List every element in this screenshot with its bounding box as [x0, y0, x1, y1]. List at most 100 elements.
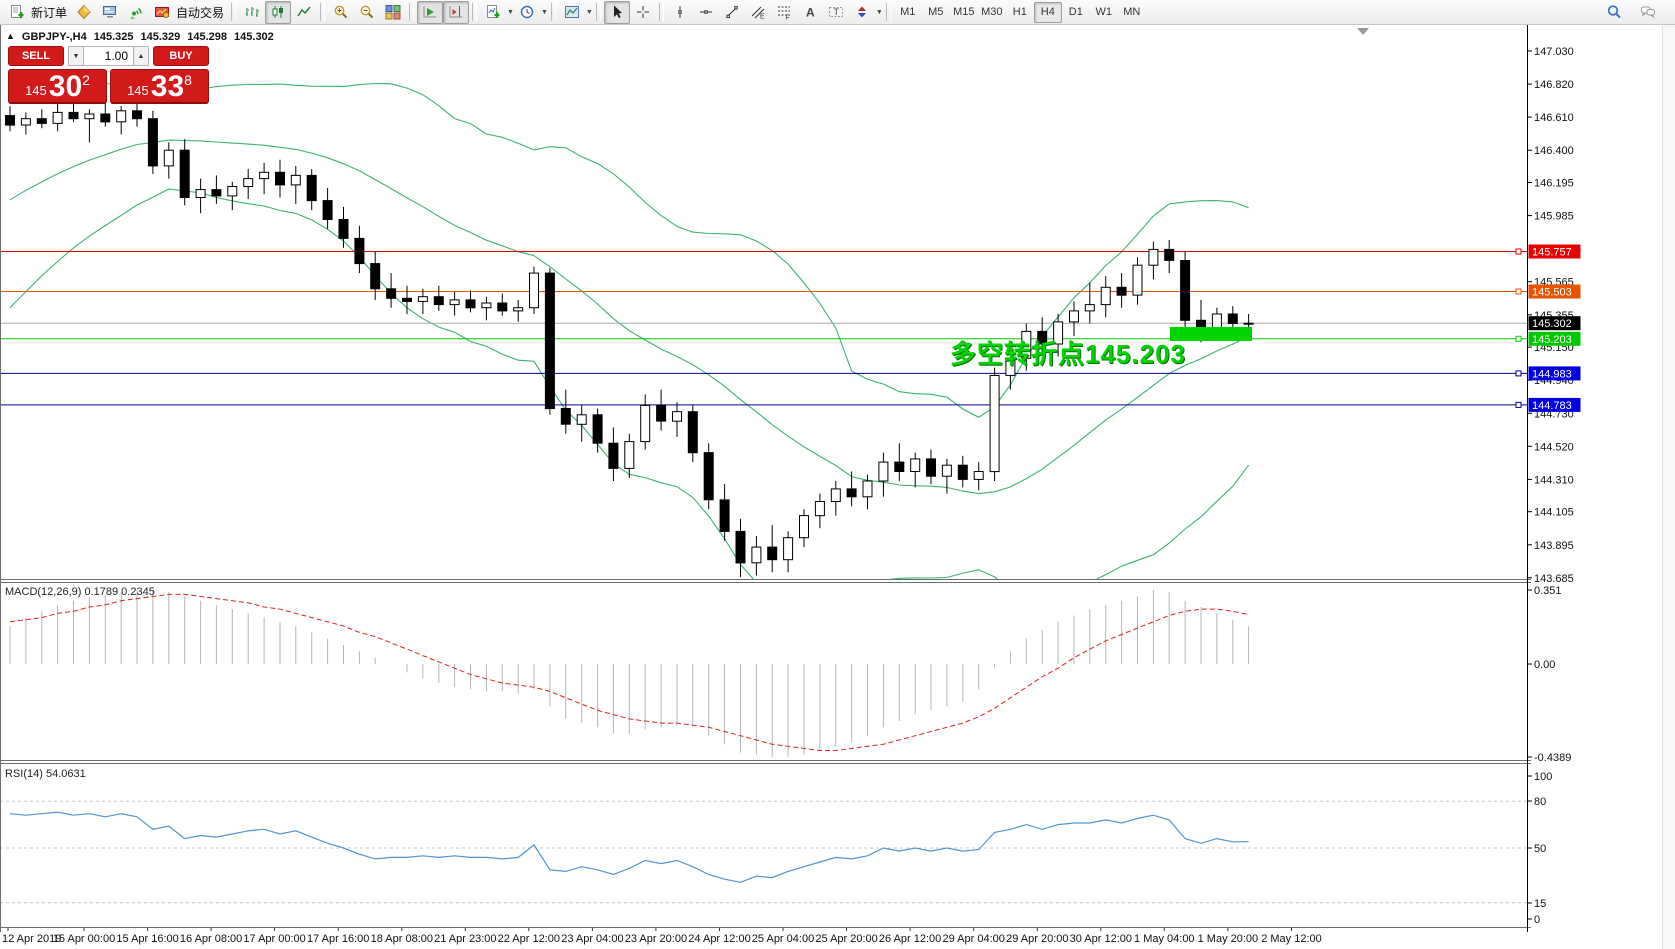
fibonacci-icon: F [776, 4, 792, 20]
zoom-out-button[interactable] [354, 1, 380, 24]
channel-button[interactable]: E [745, 1, 771, 24]
sell-price-main: 30 [48, 70, 83, 104]
window-scrollbar[interactable] [1662, 24, 1675, 949]
svg-text:143.685: 143.685 [1534, 573, 1574, 585]
svg-text:16 Apr 08:00: 16 Apr 08:00 [180, 933, 242, 945]
volume-down-button[interactable]: ▼ [68, 46, 84, 66]
new-order-button[interactable] [4, 1, 30, 24]
crosshair-button[interactable] [630, 1, 656, 24]
toolbar-separator [320, 3, 326, 21]
svg-text:146.195: 146.195 [1534, 178, 1574, 190]
buy-price-button[interactable]: 145 33 8 [110, 69, 209, 104]
timeframe-W1[interactable]: W1 [1095, 6, 1113, 18]
timeframe-H1[interactable]: H1 [1012, 6, 1027, 18]
text-button[interactable]: A [797, 1, 823, 24]
terminal-button[interactable] [97, 1, 123, 24]
horizontal-line-button[interactable] [693, 1, 719, 24]
svg-text:1 May 20:00: 1 May 20:00 [1198, 933, 1259, 945]
templates-button[interactable] [559, 1, 585, 24]
tile-windows-icon [385, 4, 401, 20]
volume-input[interactable] [84, 46, 133, 66]
svg-text:29 Apr 04:00: 29 Apr 04:00 [943, 933, 1005, 945]
svg-text:18 Apr 08:00: 18 Apr 08:00 [371, 933, 433, 945]
volume-up-button[interactable]: ▲ [133, 46, 149, 66]
svg-text:50: 50 [1534, 843, 1546, 855]
sell-button[interactable]: SELL [8, 46, 64, 66]
cursor-button[interactable] [603, 0, 630, 24]
line-chart-icon [296, 4, 312, 20]
chart-shift-marker[interactable] [1357, 28, 1369, 35]
timeframe-M1[interactable]: M1 [900, 6, 916, 18]
search-icon [1606, 4, 1622, 20]
one-click-trading-panel: SELL ▼ ▲ BUY 145 30 2 145 33 8 [8, 46, 209, 104]
buy-price-sup: 8 [184, 72, 192, 88]
timeframe-MN[interactable]: MN [1123, 6, 1141, 18]
bar-chart-icon [244, 4, 260, 20]
autotrading-icon [154, 4, 170, 20]
svg-text:1 May 04:00: 1 May 04:00 [1134, 933, 1195, 945]
indicators-button[interactable] [480, 1, 506, 24]
label-button[interactable]: T [823, 1, 849, 24]
sell-price-button[interactable]: 145 30 2 [8, 69, 107, 104]
chat-icon [1640, 4, 1656, 20]
svg-text:25 Apr 20:00: 25 Apr 20:00 [815, 933, 877, 945]
vertical-line-button[interactable] [667, 1, 693, 24]
timeframe-H4[interactable]: H4 [1033, 1, 1062, 23]
dropdown-caret-icon[interactable]: ▼ [540, 8, 548, 16]
buy-price-main: 33 [150, 70, 185, 104]
svg-text:2 May 12:00: 2 May 12:00 [1261, 933, 1322, 945]
svg-text:E: E [760, 14, 765, 21]
new-order-icon [9, 4, 25, 20]
chart-shift-button[interactable] [443, 0, 470, 24]
chart-shift-icon [448, 4, 464, 20]
auto-scroll-button[interactable] [417, 0, 444, 24]
line-chart-button[interactable] [291, 1, 317, 24]
svg-text:144.105: 144.105 [1534, 507, 1574, 519]
buy-button[interactable]: BUY [153, 46, 209, 66]
quotes-button[interactable] [71, 1, 97, 24]
svg-text:24 Apr 12:00: 24 Apr 12:00 [688, 933, 750, 945]
svg-text:0.00: 0.00 [1534, 659, 1555, 671]
autotrading-button[interactable] [149, 1, 175, 24]
cursor-icon [609, 4, 625, 20]
macd-axis: 0.351 0.00 -0.4389 [1527, 585, 1571, 764]
ohlc-close: 145.302 [234, 31, 274, 43]
arrows-button[interactable] [849, 1, 875, 24]
candlestick-button[interactable] [265, 0, 292, 24]
svg-text:F: F [785, 15, 789, 21]
chat-button[interactable] [1635, 1, 1661, 24]
collapse-icon[interactable]: ▲ [6, 31, 15, 41]
dropdown-caret-icon[interactable]: ▼ [585, 8, 593, 16]
zoom-in-icon [333, 4, 349, 20]
arrows-icon [854, 4, 870, 20]
search-button[interactable] [1601, 1, 1627, 24]
svg-text:80: 80 [1534, 796, 1546, 808]
timeframe-M30[interactable]: M30 [981, 6, 1003, 18]
dropdown-caret-icon[interactable]: ▼ [507, 8, 514, 16]
svg-text:145.203: 145.203 [1532, 334, 1572, 346]
trendline-button[interactable] [719, 1, 745, 24]
timeframe-D1[interactable]: D1 [1068, 6, 1083, 18]
turning-point-highlight[interactable] [1170, 327, 1252, 341]
rsi-label: RSI(14) 54.0631 [5, 768, 86, 780]
toolbar-separator [231, 3, 237, 21]
svg-text:145.985: 145.985 [1534, 211, 1574, 223]
hlines-layer [0, 251, 1527, 406]
tile-windows-button[interactable] [380, 1, 406, 24]
ohlc-open: 145.325 [93, 31, 134, 43]
timeframe-M15[interactable]: M15 [953, 6, 975, 18]
bar-chart-button[interactable] [239, 1, 265, 24]
fibonacci-button[interactable]: F [771, 1, 797, 24]
timeframe-M5[interactable]: M5 [928, 6, 944, 18]
periods-button[interactable] [514, 1, 540, 24]
svg-text:144.520: 144.520 [1534, 441, 1574, 453]
signals-button[interactable] [123, 1, 149, 24]
zoom-in-button[interactable] [328, 1, 354, 24]
svg-text:15: 15 [1534, 898, 1546, 910]
annotation-text[interactable]: 多空转折点145.203 [950, 339, 1186, 369]
volume-stepper: ▼ ▲ [68, 46, 149, 66]
dropdown-caret-icon[interactable]: ▼ [875, 8, 883, 16]
svg-text:147.030: 147.030 [1534, 46, 1574, 58]
svg-text:145.503: 145.503 [1532, 287, 1572, 299]
